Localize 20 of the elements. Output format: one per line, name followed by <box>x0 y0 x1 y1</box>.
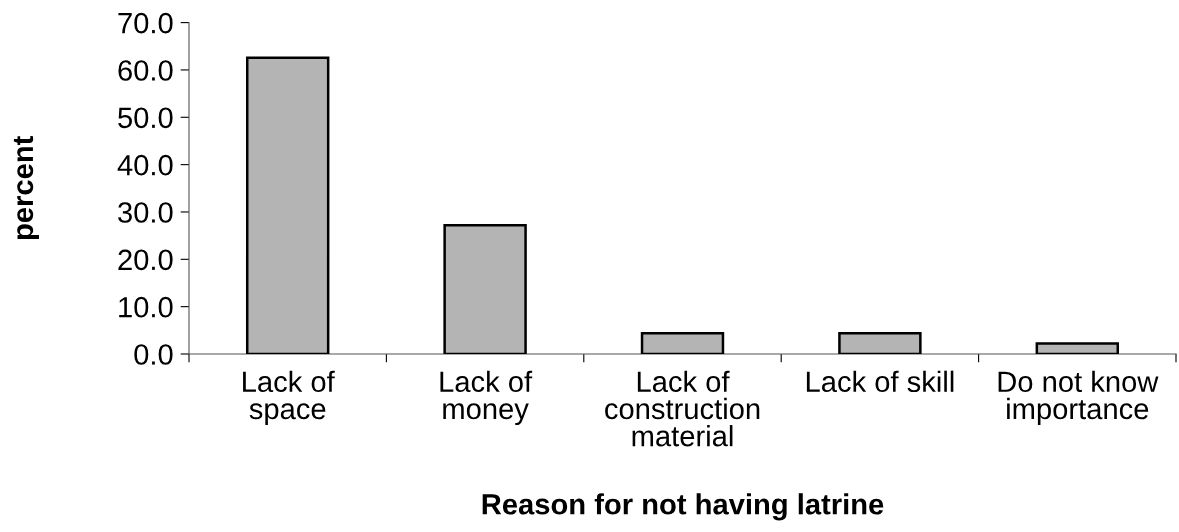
x-tick-label: Lack of skill <box>806 370 954 393</box>
x-tick-label: Lack of construction material <box>605 370 760 447</box>
bar <box>640 331 725 354</box>
y-tick-label: 50.0 <box>118 107 173 129</box>
y-tick-label: 30.0 <box>118 202 173 223</box>
bar <box>443 223 527 354</box>
x-tick-label: Lack of money <box>440 370 533 426</box>
y-axis-title: percent <box>13 135 39 240</box>
y-tick-label: 20.0 <box>118 249 173 271</box>
bar <box>1035 342 1120 354</box>
bar <box>838 331 922 354</box>
x-axis-title: Reason for not having latrine <box>482 493 884 521</box>
y-tick-label: 70.0 <box>118 12 173 34</box>
y-tick-label: 10.0 <box>119 296 173 318</box>
y-tick-label: 60.0 <box>118 60 173 81</box>
y-tick-label: 0.0 <box>134 344 173 365</box>
y-tick-label: 40.0 <box>117 154 173 176</box>
bar <box>245 56 330 354</box>
x-tick-label: Lack of space <box>243 370 335 426</box>
x-tick-label: Do not know importance <box>998 370 1159 426</box>
